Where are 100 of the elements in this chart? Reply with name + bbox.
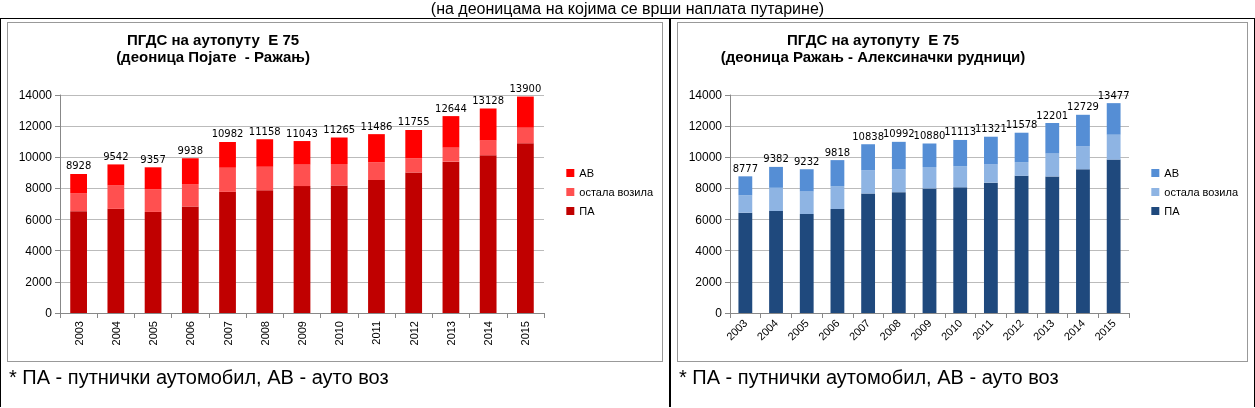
bar <box>891 192 906 313</box>
bar <box>181 158 199 185</box>
y-tick-label: 2000 <box>695 274 723 289</box>
bar <box>256 166 274 191</box>
bar <box>738 195 753 213</box>
y-tick-label: 8000 <box>25 181 53 196</box>
bar <box>330 163 348 186</box>
legend-label: АВ <box>1164 167 1180 179</box>
bar <box>442 161 460 313</box>
bar <box>293 141 311 165</box>
bar <box>144 167 162 190</box>
x-tick-label: 2011 <box>370 321 383 345</box>
bar <box>799 169 814 192</box>
bar <box>769 187 783 212</box>
x-tick-label: 2008 <box>258 321 271 346</box>
total-label: 12201 <box>1036 109 1069 121</box>
text: * ПА - путнички аутомобил, АВ - ауто воз <box>8 365 390 389</box>
bar <box>1106 159 1121 313</box>
bar <box>922 143 937 167</box>
x-tick-label: 2014 <box>482 321 495 346</box>
total-label: 11755 <box>397 116 430 128</box>
bar <box>70 193 87 212</box>
total-label: 11158 <box>248 125 281 137</box>
legend-label: остала возила <box>579 186 654 198</box>
bar <box>405 172 423 313</box>
bar <box>144 189 162 212</box>
bar <box>922 188 937 313</box>
x-tick-label: 2010 <box>333 321 346 346</box>
bar <box>517 143 534 313</box>
bar <box>442 116 460 148</box>
bar <box>181 206 199 313</box>
bar <box>107 208 125 313</box>
bar <box>1076 114 1090 147</box>
chart-title: ПГДС на аутопуту Е 75 <box>126 31 300 48</box>
bar <box>861 170 876 194</box>
bar <box>983 182 998 313</box>
x-tick-label: 2004 <box>109 321 122 346</box>
bar <box>479 155 497 313</box>
bar <box>983 136 998 165</box>
bar <box>293 164 311 187</box>
bar <box>517 127 534 144</box>
bar <box>219 191 236 313</box>
y-tick-label: 10000 <box>688 150 723 165</box>
chart-title: ПГДС на аутопуту Е 75 <box>786 31 960 48</box>
total-label: 8928 <box>65 160 92 172</box>
bar <box>1045 153 1060 177</box>
bar <box>368 180 385 313</box>
bar <box>830 186 845 209</box>
chart-subtitle: (деоница Појате - Ражањ) <box>116 48 310 65</box>
total-label: 12644 <box>435 102 467 114</box>
bar <box>891 169 906 193</box>
legend-label: ПА <box>1164 205 1181 217</box>
bar <box>738 176 753 196</box>
total-label: 9382 <box>763 153 789 165</box>
bar <box>861 193 876 313</box>
total-label: 9818 <box>824 146 851 158</box>
bar <box>922 166 937 189</box>
legend-label: остала возила <box>1164 186 1239 198</box>
bar <box>517 96 534 128</box>
x-tick-label: 2012 <box>407 321 420 346</box>
bar <box>144 211 162 313</box>
bar <box>1045 123 1060 154</box>
total-label: 12729 <box>1067 101 1099 113</box>
bar <box>799 191 814 215</box>
y-tick-label: 0 <box>45 306 53 320</box>
bar <box>953 166 968 188</box>
bar <box>293 186 311 313</box>
total-label: 8777 <box>732 162 759 174</box>
y-tick-label: 4000 <box>695 243 723 258</box>
bar <box>330 185 348 313</box>
x-tick-label: 2006 <box>184 321 197 346</box>
bar <box>769 166 783 188</box>
bar <box>479 140 497 156</box>
bar <box>983 164 998 183</box>
y-tick-label: 12000 <box>688 119 723 134</box>
bar <box>1106 103 1121 135</box>
total-label: 11486 <box>360 120 393 132</box>
bar <box>1014 162 1029 176</box>
bar <box>1076 169 1090 313</box>
total-label: 10982 <box>211 128 244 140</box>
bar <box>442 147 460 162</box>
bar <box>219 167 236 192</box>
bar <box>953 187 968 313</box>
x-tick-label: 2013 <box>444 321 457 346</box>
bar <box>368 162 385 181</box>
total-label: 9232 <box>794 155 820 167</box>
text: (на деоницама на којима се врши наплата путарине) <box>429 0 826 18</box>
text: * ПА - путнички аутомобил, АВ - ауто воз <box>678 365 1060 389</box>
bar <box>1076 146 1090 170</box>
x-tick-label: 2007 <box>221 321 234 346</box>
chart-subtitle: (деоница Ражањ - Алексиначки рудници) <box>720 48 1026 65</box>
total-label: 10880 <box>913 130 946 142</box>
total-label: 10838 <box>852 130 885 142</box>
y-tick-label: 2000 <box>25 274 53 289</box>
x-tick-label: 2009 <box>296 321 308 346</box>
bar <box>953 139 968 167</box>
bar <box>256 139 274 167</box>
bar <box>256 190 274 313</box>
bar <box>738 212 753 313</box>
bar <box>830 208 845 313</box>
